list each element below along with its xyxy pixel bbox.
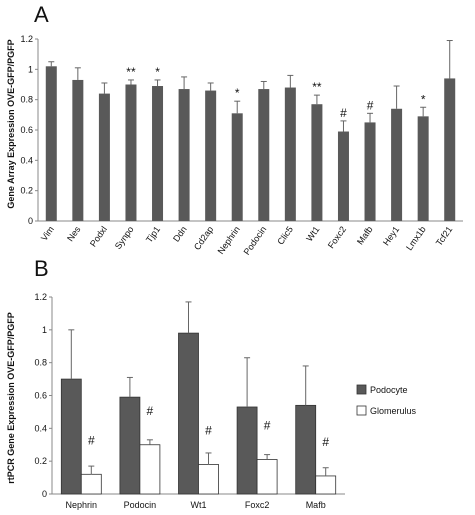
panel-b-legend: Podocyte Glomerulus [356, 384, 417, 416]
panel-a-bar [364, 122, 376, 221]
panel-a-significance-label: ** [312, 80, 322, 94]
panel-a-bar [258, 89, 270, 221]
panel-a-bar [125, 84, 137, 221]
panel-b-ytick-label: 1.2 [34, 292, 47, 302]
panel-a-bar [205, 90, 217, 221]
panel-b-ytick-label: 0.6 [34, 391, 47, 401]
panel-a-significance-label: * [235, 86, 240, 100]
panel-b-bar-podocyte [178, 332, 199, 495]
panel-a-bar [98, 93, 110, 221]
panel-a-ylabel: Gene Array Expression OVE-GFP/PGFP [6, 39, 16, 208]
panel-a-letter: A [34, 2, 49, 27]
panel-a-xtick-label: Podocin [242, 224, 269, 256]
panel-b-xtick-label: Podocin [124, 500, 157, 510]
panel-a-xtick-label: Mafb [355, 224, 375, 246]
panel-a-bar [231, 113, 243, 221]
panel-a-significance-label: # [367, 98, 374, 112]
panel-b-ytick-label: 0.2 [34, 456, 47, 466]
panel-b-ytick-label: 0 [42, 489, 47, 499]
panel-a-xtick-label: Hey1 [381, 224, 401, 247]
panel-a-xtick-label: Podxl [88, 224, 109, 248]
panel-a-ytick-label: 0.2 [20, 186, 33, 196]
panel-b-bar-glomerulus [139, 444, 161, 495]
panel-a-bar [337, 131, 349, 221]
legend-swatch-glomerulus [356, 405, 367, 416]
panel-a-bar [45, 66, 57, 221]
legend-swatch-podocyte [356, 384, 367, 395]
panel-b-xtick-label: Foxc2 [245, 500, 270, 510]
panel-a-xtick-label: Tcf21 [434, 224, 455, 247]
panel-a-ytick-label: 0.8 [20, 95, 33, 105]
panel-a-xtick-label: Synpo [113, 224, 136, 251]
panel-a-bar [152, 86, 164, 222]
panel-b-significance-label: # [205, 423, 212, 437]
panel-b-xtick-label: Wt1 [190, 500, 206, 510]
panel-a-ytick-label: 0.6 [20, 125, 33, 135]
panel-a-bar [444, 78, 456, 221]
panel-b-letter: B [34, 256, 49, 281]
panel-a-xtick-label: Clic5 [275, 224, 295, 246]
legend-label-glomerulus: Glomerulus [370, 406, 417, 416]
panel-a-ytick-label: 0.4 [20, 155, 33, 165]
panel-a-bar [417, 116, 429, 221]
panel-b-bar-glomerulus [315, 475, 337, 495]
panel-b-chart: 0 0.2 0.4 0.6 0.8 1 1.2 # Nephrin # Podocin # Wt1 # Fo… [34, 292, 345, 510]
panel-a-significance-label: # [340, 106, 347, 120]
panel-a-significance-label: ** [126, 65, 136, 79]
panel-a-xtick-label: Vim [39, 224, 56, 242]
panel-a-ytick-label: 1.2 [20, 34, 33, 44]
panel-b-bar-podocyte [60, 378, 82, 495]
panel-b-bar-glomerulus [80, 473, 102, 495]
panel-a-significance-label: * [155, 65, 160, 79]
panel-b-xtick-label: Mafb [306, 500, 326, 510]
panel-b-ytick-label: 0.4 [34, 423, 47, 433]
panel-a-xtick-label: Nephrin [216, 224, 242, 256]
panel-a-bar [72, 79, 84, 221]
legend-label-podocyte: Podocyte [370, 385, 408, 395]
panel-a-bar [391, 108, 403, 221]
panel-b-bar-podocyte [295, 404, 317, 495]
panel-a-xtick-label: Nes [65, 224, 83, 243]
panel-b-bar-podocyte [236, 406, 258, 495]
panel-a-bar [178, 89, 190, 221]
panel-a-bar [284, 87, 296, 222]
panel-a-xtick-label: Foxc2 [326, 224, 348, 250]
panel-a-xtick-label: Ddn [171, 224, 189, 243]
panel-a-xtick-label: Wt1 [304, 224, 321, 243]
panel-b-ylabel: rtPCR Gene Expression OVE-GFP/PGFP [6, 312, 16, 484]
panel-b-bar-glomerulus [256, 459, 278, 495]
panel-a-xtick-label: Lmx1b [404, 224, 428, 252]
panel-a-bar [311, 104, 323, 221]
panel-a-ytick-label: 1 [28, 64, 33, 74]
panel-b-significance-label: # [322, 435, 329, 449]
panel-b-xtick-label: Nephrin [66, 500, 98, 510]
panel-b-significance-label: # [88, 433, 95, 447]
panel-a-xtick-label: Cd2ap [192, 224, 215, 251]
panel-b-bar-glomerulus [198, 464, 219, 495]
panel-a-significance-label: * [421, 92, 426, 106]
panel-b-significance-label: # [147, 404, 154, 418]
panel-a-ytick-label: 0 [28, 216, 33, 226]
panel-b-significance-label: # [264, 419, 271, 433]
panel-b-ytick-label: 0.8 [34, 358, 47, 368]
panel-b-ytick-label: 1 [42, 325, 47, 335]
panel-a-xtick-label: Tjp1 [144, 224, 162, 244]
panel-b-bar-podocyte [119, 396, 141, 495]
